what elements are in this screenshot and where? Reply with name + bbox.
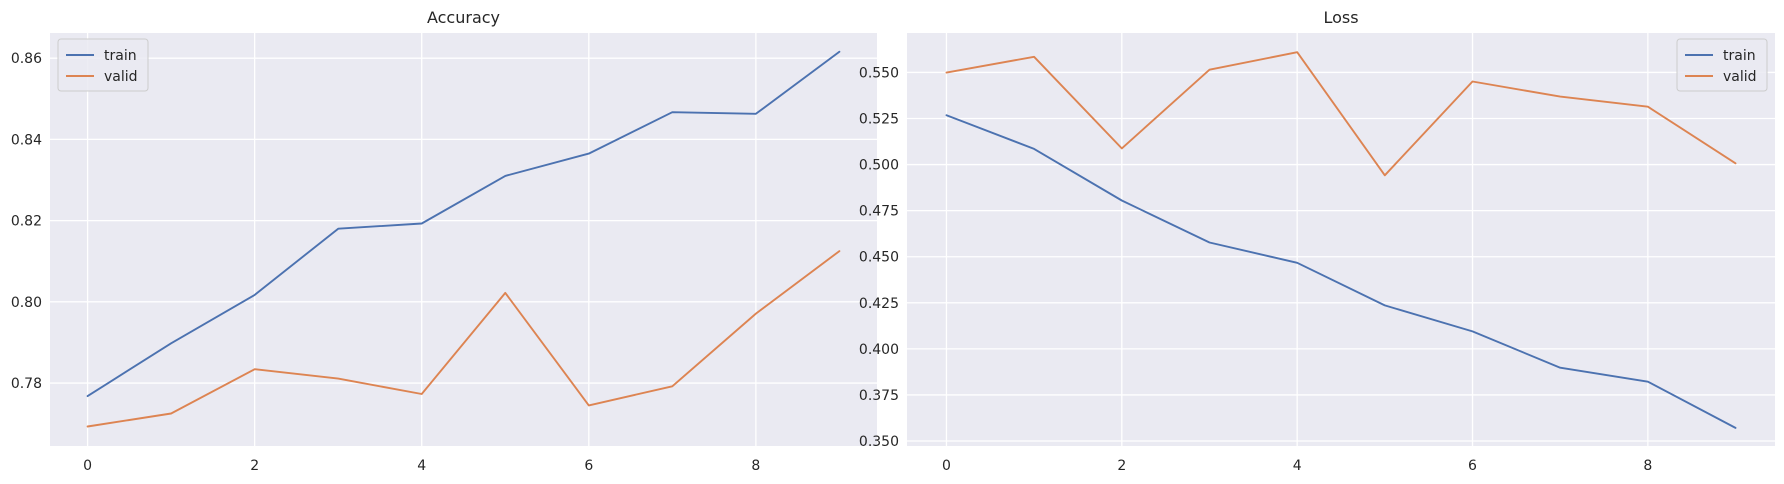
accuracy-y-tick-label: 0.86 bbox=[11, 51, 42, 67]
accuracy-legend: train valid bbox=[57, 38, 149, 92]
loss-legend-label-train: train bbox=[1723, 48, 1756, 64]
accuracy-plot-area bbox=[50, 33, 877, 446]
loss-legend-label-valid: valid bbox=[1723, 69, 1757, 85]
loss-valid-line bbox=[945, 51, 1737, 177]
accuracy-x-tick-label: 8 bbox=[751, 458, 760, 474]
loss-legend-box bbox=[1676, 38, 1768, 92]
accuracy-y-tick-label: 0.78 bbox=[11, 376, 42, 392]
accuracy-legend-box bbox=[57, 38, 149, 92]
accuracy-title: Accuracy bbox=[427, 8, 500, 27]
loss-y-tick-label: 0.475 bbox=[859, 204, 899, 220]
loss-y-tick-label: 0.500 bbox=[859, 158, 899, 174]
loss-y-tick-label: 0.525 bbox=[859, 112, 899, 128]
accuracy-valid-line bbox=[86, 250, 841, 428]
loss-y-tick-label: 0.550 bbox=[859, 65, 899, 81]
accuracy-x-tick-label: 0 bbox=[83, 458, 92, 474]
accuracy-y-tick-label: 0.80 bbox=[11, 295, 42, 311]
loss-y-tick-label: 0.400 bbox=[859, 342, 899, 358]
loss-x-tick-label: 6 bbox=[1468, 458, 1477, 474]
loss-title: Loss bbox=[1323, 8, 1358, 27]
loss-x-tick-label: 4 bbox=[1293, 458, 1302, 474]
loss-legend: train valid bbox=[1676, 38, 1768, 92]
accuracy-train-line bbox=[86, 50, 841, 398]
loss-y-tick-label: 0.350 bbox=[859, 434, 899, 450]
accuracy-y-tick-label: 0.82 bbox=[11, 214, 42, 230]
loss-chart: 0 2 4 6 8 0.350 0.375 0.400 0.425 0.450 0.475 0.500… bbox=[859, 8, 1775, 474]
loss-y-tick-label: 0.425 bbox=[859, 296, 899, 312]
accuracy-chart: 0 2 4 6 8 0.78 0.80 0.82 0.84 0.86 Accuracy train va… bbox=[11, 8, 877, 474]
accuracy-legend-label-train: train bbox=[104, 48, 137, 64]
loss-x-tick-label: 2 bbox=[1117, 458, 1126, 474]
accuracy-legend-label-valid: valid bbox=[104, 69, 138, 85]
loss-x-tick-label: 8 bbox=[1643, 458, 1652, 474]
loss-plot-area bbox=[907, 33, 1775, 446]
accuracy-x-tick-label: 6 bbox=[584, 458, 593, 474]
loss-train-line bbox=[945, 114, 1737, 429]
loss-x-tick-label: 0 bbox=[942, 458, 951, 474]
accuracy-x-tick-label: 4 bbox=[417, 458, 426, 474]
accuracy-y-tick-label: 0.84 bbox=[11, 132, 42, 148]
loss-y-tick-label: 0.375 bbox=[859, 388, 899, 404]
accuracy-x-tick-label: 2 bbox=[250, 458, 259, 474]
loss-y-tick-label: 0.450 bbox=[859, 250, 899, 266]
